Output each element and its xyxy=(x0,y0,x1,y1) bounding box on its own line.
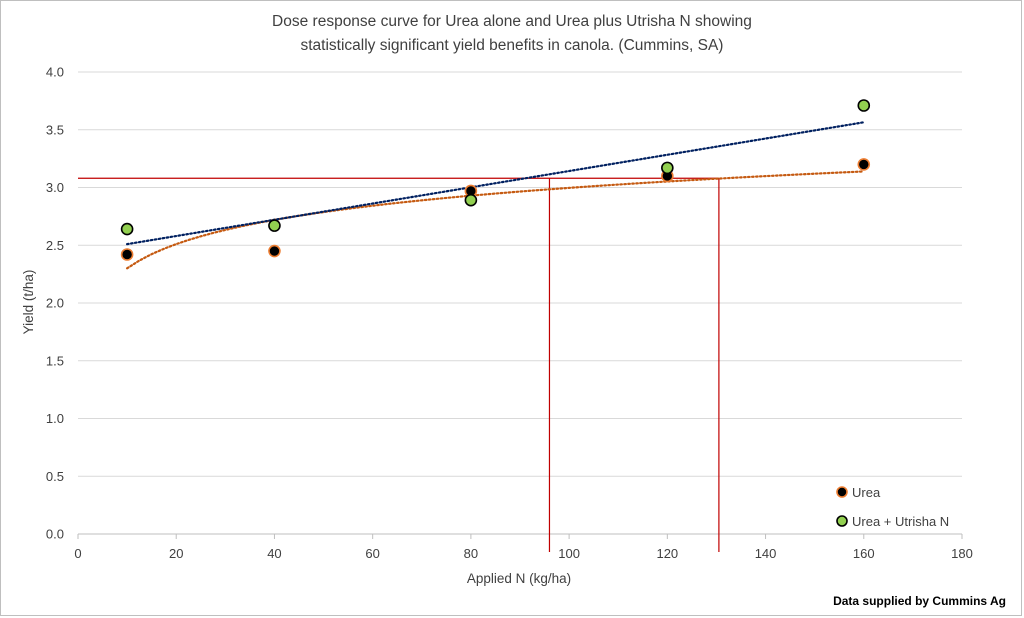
chart-title-line-1: Dose response curve for Urea alone and U… xyxy=(272,13,752,30)
data-credit: Data supplied by Cummins Ag xyxy=(833,594,1006,608)
x-tick-label: 100 xyxy=(558,546,580,561)
y-tick-label: 3.5 xyxy=(46,122,64,137)
y-tick-label: 0.0 xyxy=(46,527,64,542)
y-axis-title: Yield (t/ha) xyxy=(21,270,36,335)
x-tick-label: 0 xyxy=(74,546,81,561)
y-tick-label: 2.5 xyxy=(46,238,64,253)
urea-utrisha-point xyxy=(120,222,134,236)
data-points xyxy=(120,99,871,261)
y-tick-label: 3.0 xyxy=(46,180,64,195)
trendline-urea-utrisha xyxy=(126,121,865,246)
urea-point xyxy=(268,244,281,258)
chart-title-line-2: statistically significant yield benefits… xyxy=(301,37,724,54)
trendlines xyxy=(126,121,865,270)
urea-point xyxy=(120,248,134,261)
urea-utrisha-point xyxy=(464,193,478,207)
legend-label-urea: Urea xyxy=(852,485,881,500)
y-tick-label: 2.0 xyxy=(46,296,64,311)
legend-label-urea-utrisha: Urea + Utrisha N xyxy=(852,514,949,529)
urea-utrisha-point xyxy=(661,161,674,175)
y-tick-label: 1.5 xyxy=(46,353,64,368)
y-tick-label: 1.0 xyxy=(46,411,64,426)
x-tick-label: 20 xyxy=(169,546,183,561)
x-tick-label: 40 xyxy=(267,546,281,561)
x-axis-ticks: 0 20 40 60 80 100 120 140 160 180 xyxy=(74,546,972,561)
legend: Urea Urea + Utrisha N xyxy=(836,485,949,529)
reference-lines xyxy=(78,177,720,552)
urea-utrisha-point xyxy=(857,99,871,112)
x-tick-label: 180 xyxy=(951,546,973,561)
legend-marker-urea-utrisha xyxy=(836,515,848,527)
y-tick-label: 4.0 xyxy=(46,65,64,80)
x-tick-label: 140 xyxy=(755,546,777,561)
x-tick-label: 80 xyxy=(464,546,478,561)
urea-utrisha-point xyxy=(268,219,281,232)
x-tick-label: 120 xyxy=(656,546,678,561)
urea-point xyxy=(857,158,871,171)
x-axis-title: Applied N (kg/ha) xyxy=(467,571,571,586)
grid xyxy=(77,71,963,539)
legend-marker-urea xyxy=(836,486,848,498)
x-tick-label: 60 xyxy=(365,546,379,561)
x-tick-label: 160 xyxy=(853,546,875,561)
y-tick-label: 0.5 xyxy=(46,469,64,484)
y-axis-ticks: 0.0 0.5 1.0 1.5 2.0 2.5 3.0 3.5 4.0 xyxy=(46,65,64,542)
trendline-urea xyxy=(126,170,865,270)
